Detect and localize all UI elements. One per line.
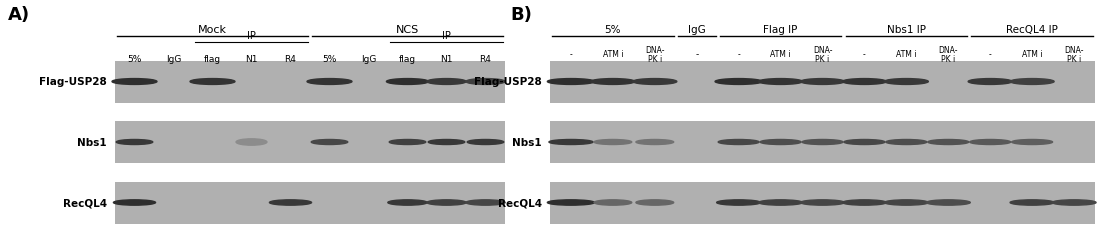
Ellipse shape bbox=[760, 140, 801, 145]
Ellipse shape bbox=[715, 79, 762, 85]
Text: A): A) bbox=[8, 6, 30, 24]
Ellipse shape bbox=[802, 140, 843, 145]
Text: 5%: 5% bbox=[127, 55, 142, 64]
FancyBboxPatch shape bbox=[115, 121, 505, 163]
Ellipse shape bbox=[633, 79, 677, 85]
Ellipse shape bbox=[465, 79, 505, 85]
Ellipse shape bbox=[269, 200, 311, 205]
FancyBboxPatch shape bbox=[115, 182, 505, 224]
FancyBboxPatch shape bbox=[550, 121, 1095, 163]
Ellipse shape bbox=[886, 140, 926, 145]
Ellipse shape bbox=[547, 200, 595, 205]
Ellipse shape bbox=[591, 79, 635, 85]
Text: -: - bbox=[695, 50, 698, 59]
Ellipse shape bbox=[842, 79, 886, 85]
Text: RecQL4: RecQL4 bbox=[497, 198, 542, 208]
Ellipse shape bbox=[970, 140, 1010, 145]
Ellipse shape bbox=[547, 79, 595, 85]
Ellipse shape bbox=[113, 200, 155, 205]
Text: Nbs1: Nbs1 bbox=[512, 137, 542, 147]
Ellipse shape bbox=[429, 140, 464, 145]
Text: DNA-
PK i: DNA- PK i bbox=[645, 46, 665, 64]
Ellipse shape bbox=[548, 140, 593, 145]
Text: -: - bbox=[988, 50, 992, 59]
Ellipse shape bbox=[800, 200, 844, 205]
Text: N1: N1 bbox=[440, 55, 453, 64]
Ellipse shape bbox=[116, 140, 153, 145]
Ellipse shape bbox=[307, 79, 352, 85]
Text: -: - bbox=[570, 50, 573, 59]
Ellipse shape bbox=[389, 140, 425, 145]
Text: Flag IP: Flag IP bbox=[763, 25, 798, 35]
Text: DNA-
PK i: DNA- PK i bbox=[938, 46, 958, 64]
Ellipse shape bbox=[112, 79, 157, 85]
Ellipse shape bbox=[427, 200, 466, 205]
Ellipse shape bbox=[717, 200, 761, 205]
Text: Mock: Mock bbox=[198, 25, 227, 35]
Ellipse shape bbox=[236, 139, 267, 146]
Ellipse shape bbox=[388, 200, 428, 205]
Text: IgG: IgG bbox=[688, 25, 706, 35]
Text: RecQL4 IP: RecQL4 IP bbox=[1006, 25, 1058, 35]
Ellipse shape bbox=[759, 79, 802, 85]
Text: 5%: 5% bbox=[322, 55, 337, 64]
Ellipse shape bbox=[844, 140, 885, 145]
Text: DNA-
PK i: DNA- PK i bbox=[1065, 46, 1084, 64]
Text: B): B) bbox=[510, 6, 532, 24]
Text: ATM i: ATM i bbox=[896, 50, 916, 59]
Ellipse shape bbox=[1012, 140, 1053, 145]
Ellipse shape bbox=[884, 79, 929, 85]
Ellipse shape bbox=[427, 79, 466, 85]
Text: IgG: IgG bbox=[361, 55, 377, 64]
Ellipse shape bbox=[387, 79, 429, 85]
Text: ATM i: ATM i bbox=[1022, 50, 1043, 59]
Text: Flag-USP28: Flag-USP28 bbox=[474, 77, 542, 87]
Ellipse shape bbox=[311, 140, 348, 145]
FancyBboxPatch shape bbox=[115, 61, 505, 103]
Text: N1: N1 bbox=[245, 55, 258, 64]
Ellipse shape bbox=[1010, 79, 1054, 85]
Text: flag: flag bbox=[204, 55, 222, 64]
Ellipse shape bbox=[759, 200, 802, 205]
Text: ATM i: ATM i bbox=[770, 50, 791, 59]
FancyBboxPatch shape bbox=[550, 182, 1095, 224]
Ellipse shape bbox=[842, 200, 886, 205]
Text: flag: flag bbox=[399, 55, 417, 64]
Text: Nbs1: Nbs1 bbox=[78, 137, 107, 147]
Ellipse shape bbox=[468, 140, 504, 145]
Text: R4: R4 bbox=[480, 55, 492, 64]
Ellipse shape bbox=[1051, 200, 1096, 205]
Ellipse shape bbox=[1010, 200, 1054, 205]
Ellipse shape bbox=[594, 200, 632, 205]
Text: NCS: NCS bbox=[396, 25, 419, 35]
Ellipse shape bbox=[465, 200, 505, 205]
Text: R4: R4 bbox=[285, 55, 297, 64]
Ellipse shape bbox=[718, 140, 759, 145]
Text: -: - bbox=[737, 50, 740, 59]
Text: Flag-USP28: Flag-USP28 bbox=[39, 77, 107, 87]
FancyBboxPatch shape bbox=[550, 61, 1095, 103]
Ellipse shape bbox=[636, 200, 674, 205]
Text: RecQL4: RecQL4 bbox=[63, 198, 107, 208]
Text: -: - bbox=[863, 50, 865, 59]
Ellipse shape bbox=[927, 140, 968, 145]
Text: 5%: 5% bbox=[605, 25, 622, 35]
Ellipse shape bbox=[968, 79, 1013, 85]
Ellipse shape bbox=[800, 79, 844, 85]
Ellipse shape bbox=[926, 200, 971, 205]
Text: IgG: IgG bbox=[166, 55, 182, 64]
Text: IP: IP bbox=[442, 32, 451, 41]
Ellipse shape bbox=[191, 79, 235, 85]
Ellipse shape bbox=[636, 140, 674, 145]
Text: Nbs1 IP: Nbs1 IP bbox=[886, 25, 926, 35]
Ellipse shape bbox=[594, 140, 632, 145]
Text: DNA-
PK i: DNA- PK i bbox=[813, 46, 832, 64]
Text: IP: IP bbox=[247, 32, 256, 41]
Text: ATM i: ATM i bbox=[603, 50, 623, 59]
Ellipse shape bbox=[884, 200, 929, 205]
